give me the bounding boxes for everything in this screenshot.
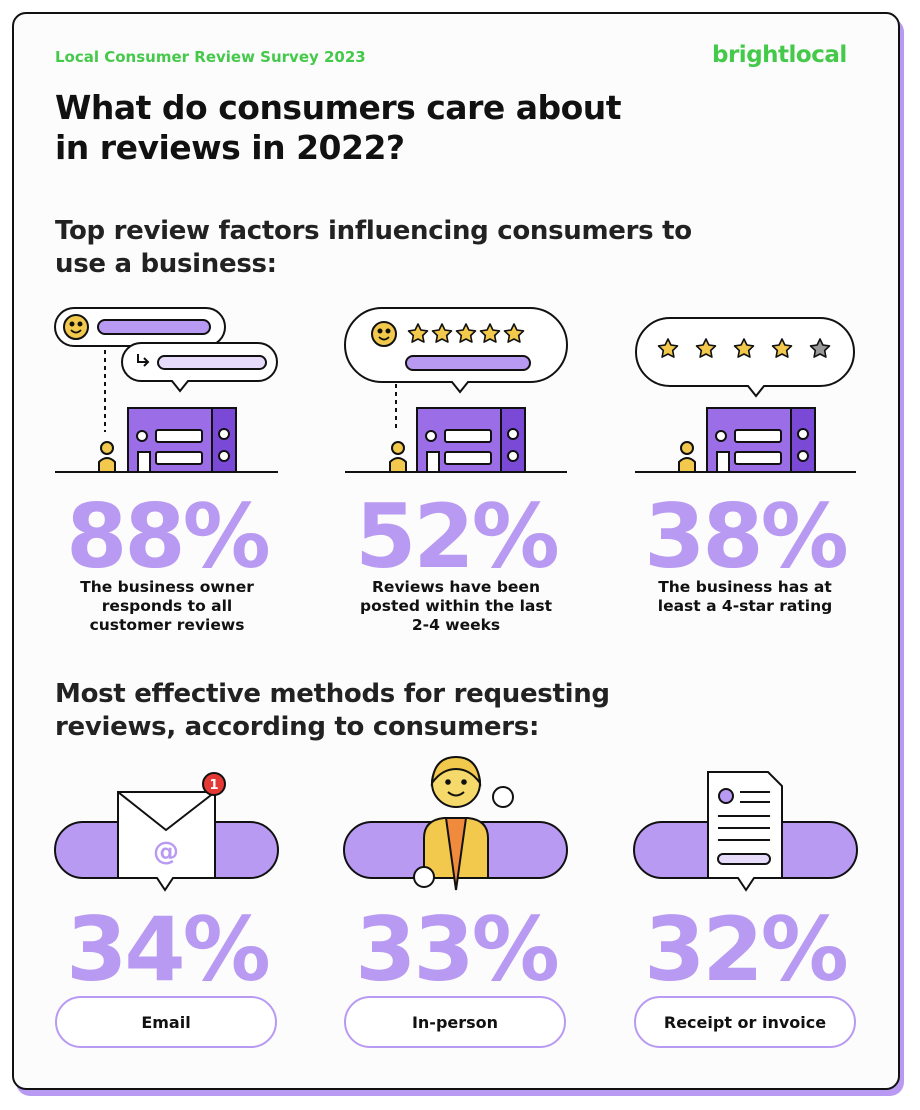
icon-receipt: [633, 771, 858, 892]
stat-label: Reviews have been posted within the last…: [360, 578, 552, 634]
title: What do consumers care about in reviews …: [55, 88, 622, 167]
stat: 88%: [66, 485, 271, 588]
icon-rating: [635, 317, 856, 473]
icon-in-person: [343, 755, 568, 891]
stat: 52%: [355, 485, 560, 588]
section-heading: Most effective methods for requesting re…: [55, 679, 610, 742]
icon-recent: [344, 307, 568, 473]
stat: 34%: [66, 898, 271, 1001]
stat: 33%: [355, 898, 560, 1001]
at-symbol: @: [153, 837, 179, 867]
method-label: Receipt or invoice: [634, 996, 856, 1048]
notification-badge: 1: [209, 778, 218, 793]
stat-label: The business has at least a 4-star ratin…: [657, 578, 833, 615]
icon-responds: [54, 307, 278, 473]
survey-name: Local Consumer Review Survey 2023: [55, 48, 366, 66]
icon-email: 1 @: [54, 772, 279, 892]
stat-label: The business owner responds to all custo…: [80, 578, 254, 634]
stat: 32%: [644, 898, 849, 1001]
logo: brightlocal: [712, 42, 847, 68]
method-label: In-person: [344, 996, 566, 1048]
section-heading: Top review factors influencing consumers…: [55, 216, 692, 279]
stat: 38%: [644, 485, 849, 588]
method-label: Email: [55, 996, 277, 1048]
card: [12, 12, 900, 1090]
